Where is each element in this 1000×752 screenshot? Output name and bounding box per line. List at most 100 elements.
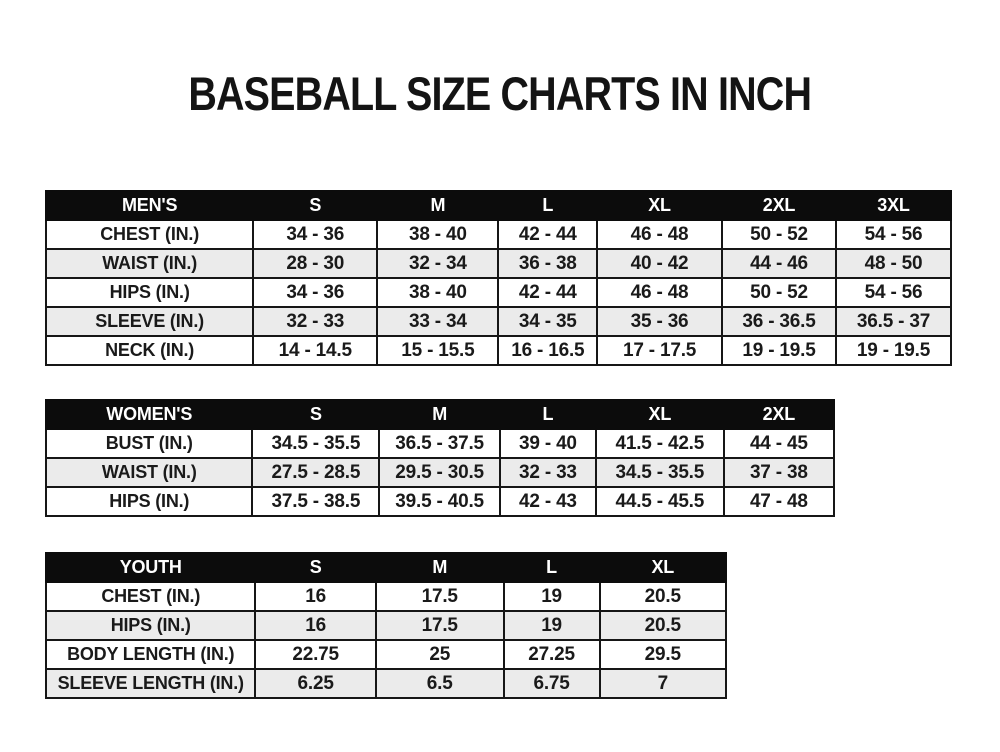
cell-value: 16 - 16.5 — [497, 335, 599, 366]
row-label: NECK (IN.) — [44, 335, 255, 366]
cell-value: 42 - 44 — [497, 219, 599, 250]
cell-value: 54 - 56 — [835, 277, 952, 308]
youth-table-title: YOUTH — [44, 552, 257, 583]
cell-value: 47 - 48 — [722, 486, 836, 517]
mens-row-sleeve: SLEEVE (IN.) 32 - 33 33 - 34 34 - 35 35 … — [44, 306, 952, 337]
cell-value: 22.75 — [254, 639, 377, 670]
page-title: BASEBALL SIZE CHARTS IN INCH — [0, 66, 1000, 121]
cell-value: 19 - 19.5 — [720, 335, 838, 366]
row-label: SLEEVE LENGTH (IN.) — [44, 668, 257, 699]
cell-value: 15 - 15.5 — [376, 335, 500, 366]
mens-col-header-m: M — [376, 190, 500, 221]
row-label: WAIST (IN.) — [44, 248, 255, 279]
row-label: BODY LENGTH (IN.) — [44, 639, 257, 670]
cell-value: 39 - 40 — [498, 428, 598, 459]
cell-value: 46 - 48 — [596, 219, 723, 250]
womens-size-table: WOMEN'S S M L XL 2XL BUST (IN.) 34.5 - 3… — [44, 399, 836, 517]
cell-value: 50 - 52 — [720, 277, 838, 308]
mens-row-neck: NECK (IN.) 14 - 14.5 15 - 15.5 16 - 16.5… — [44, 335, 952, 366]
cell-value: 17.5 — [374, 581, 505, 612]
youth-col-header-s: S — [254, 552, 377, 583]
youth-row-body-length: BODY LENGTH (IN.) 22.75 25 27.25 29.5 — [44, 639, 727, 670]
cell-value: 40 - 42 — [596, 248, 723, 279]
cell-value: 20.5 — [598, 610, 727, 641]
cell-value: 6.75 — [502, 668, 601, 699]
cell-value: 19 — [502, 610, 601, 641]
cell-value: 29.5 — [598, 639, 727, 670]
cell-value: 7 — [598, 668, 727, 699]
mens-row-chest: CHEST (IN.) 34 - 36 38 - 40 42 - 44 46 -… — [44, 219, 952, 250]
mens-col-header-2xl: 2XL — [720, 190, 838, 221]
cell-value: 19 — [502, 581, 601, 612]
cell-value: 20.5 — [598, 581, 727, 612]
cell-value: 36.5 - 37 — [835, 306, 952, 337]
cell-value: 16 — [254, 581, 377, 612]
page-title-text: BASEBALL SIZE CHARTS IN INCH — [188, 67, 813, 120]
mens-col-header-l: L — [497, 190, 599, 221]
row-label: WAIST (IN.) — [44, 457, 254, 488]
womens-row-hips: HIPS (IN.) 37.5 - 38.5 39.5 - 40.5 42 - … — [44, 486, 836, 517]
row-label: SLEEVE (IN.) — [44, 306, 255, 337]
mens-col-header-xl: XL — [596, 190, 723, 221]
youth-col-header-l: L — [502, 552, 601, 583]
cell-value: 34 - 36 — [252, 219, 379, 250]
womens-header-row: WOMEN'S S M L XL 2XL — [44, 399, 836, 430]
cell-value: 36 - 36.5 — [720, 306, 838, 337]
cell-value: 34.5 - 35.5 — [251, 428, 381, 459]
mens-row-hips: HIPS (IN.) 34 - 36 38 - 40 42 - 44 46 - … — [44, 277, 952, 308]
cell-value: 6.5 — [374, 668, 505, 699]
womens-col-header-s: S — [251, 399, 381, 430]
cell-value: 37.5 - 38.5 — [251, 486, 381, 517]
cell-value: 48 - 50 — [835, 248, 952, 279]
womens-col-header-xl: XL — [595, 399, 725, 430]
cell-value: 27.25 — [502, 639, 601, 670]
cell-value: 17.5 — [374, 610, 505, 641]
cell-value: 6.25 — [254, 668, 377, 699]
womens-col-header-m: M — [378, 399, 501, 430]
cell-value: 34 - 35 — [497, 306, 599, 337]
cell-value: 54 - 56 — [835, 219, 952, 250]
row-label: CHEST (IN.) — [44, 581, 257, 612]
cell-value: 39.5 - 40.5 — [378, 486, 501, 517]
row-label: HIPS (IN.) — [44, 486, 254, 517]
cell-value: 25 — [374, 639, 505, 670]
cell-value: 38 - 40 — [376, 277, 500, 308]
cell-value: 46 - 48 — [596, 277, 723, 308]
mens-size-table: MEN'S S M L XL 2XL 3XL CHEST (IN.) 34 - … — [44, 190, 952, 366]
cell-value: 32 - 33 — [252, 306, 379, 337]
cell-value: 34.5 - 35.5 — [595, 457, 725, 488]
cell-value: 35 - 36 — [596, 306, 723, 337]
mens-header-row: MEN'S S M L XL 2XL 3XL — [44, 190, 952, 221]
womens-col-header-2xl: 2XL — [722, 399, 836, 430]
cell-value: 32 - 34 — [376, 248, 500, 279]
cell-value: 42 - 44 — [497, 277, 599, 308]
youth-row-sleeve-length: SLEEVE LENGTH (IN.) 6.25 6.5 6.75 7 — [44, 668, 727, 699]
cell-value: 28 - 30 — [252, 248, 379, 279]
cell-value: 36 - 38 — [497, 248, 599, 279]
youth-row-hips: HIPS (IN.) 16 17.5 19 20.5 — [44, 610, 727, 641]
cell-value: 36.5 - 37.5 — [378, 428, 501, 459]
youth-col-header-m: M — [374, 552, 505, 583]
cell-value: 34 - 36 — [252, 277, 379, 308]
cell-value: 38 - 40 — [376, 219, 500, 250]
cell-value: 27.5 - 28.5 — [251, 457, 381, 488]
cell-value: 17 - 17.5 — [596, 335, 723, 366]
cell-value: 32 - 33 — [498, 457, 598, 488]
youth-header-row: YOUTH S M L XL — [44, 552, 727, 583]
row-label: HIPS (IN.) — [44, 610, 257, 641]
youth-size-table: YOUTH S M L XL CHEST (IN.) 16 17.5 19 20… — [44, 552, 727, 699]
cell-value: 29.5 - 30.5 — [378, 457, 501, 488]
mens-col-header-3xl: 3XL — [835, 190, 952, 221]
cell-value: 44 - 45 — [722, 428, 836, 459]
youth-row-chest: CHEST (IN.) 16 17.5 19 20.5 — [44, 581, 727, 612]
womens-row-bust: BUST (IN.) 34.5 - 35.5 36.5 - 37.5 39 - … — [44, 428, 836, 459]
cell-value: 19 - 19.5 — [835, 335, 952, 366]
cell-value: 16 — [254, 610, 377, 641]
cell-value: 14 - 14.5 — [252, 335, 379, 366]
mens-col-header-s: S — [252, 190, 379, 221]
row-label: CHEST (IN.) — [44, 219, 255, 250]
youth-col-header-xl: XL — [598, 552, 727, 583]
cell-value: 50 - 52 — [720, 219, 838, 250]
womens-row-waist: WAIST (IN.) 27.5 - 28.5 29.5 - 30.5 32 -… — [44, 457, 836, 488]
